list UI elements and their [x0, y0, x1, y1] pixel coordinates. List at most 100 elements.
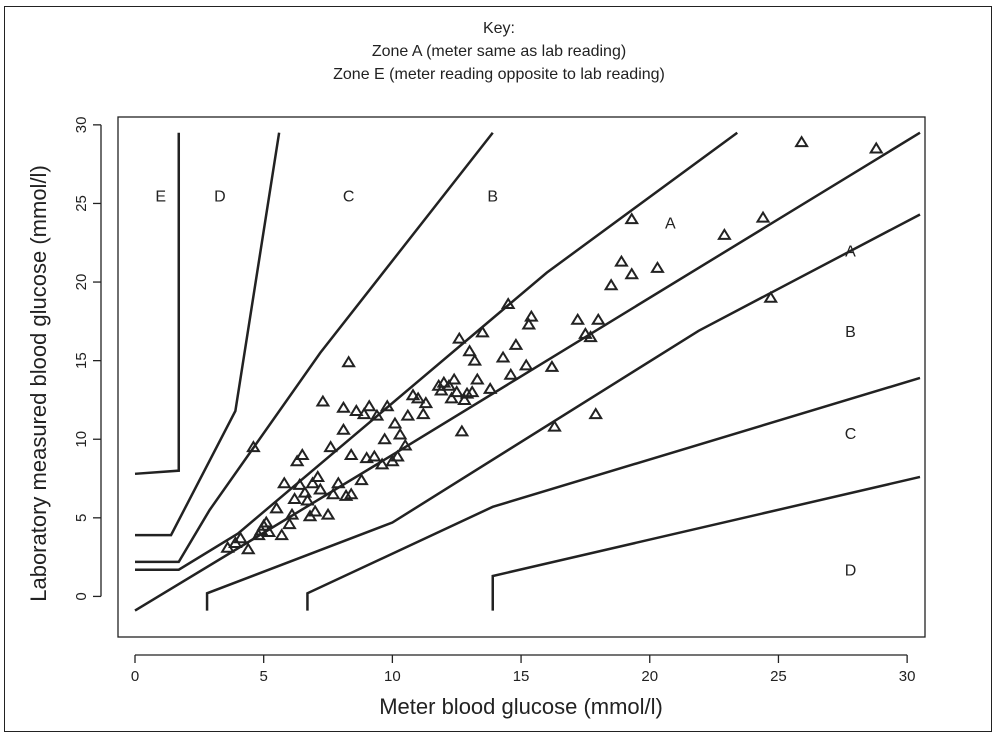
data-point — [547, 419, 562, 432]
data-point — [462, 344, 477, 357]
data-point — [446, 372, 462, 385]
data-point — [325, 487, 341, 500]
data-point — [374, 457, 390, 470]
data-point — [518, 358, 534, 371]
data-point — [331, 476, 346, 489]
data-point — [307, 504, 323, 517]
data-point — [717, 227, 732, 240]
data-point — [261, 525, 277, 537]
data-point — [500, 297, 516, 310]
data-point — [284, 507, 300, 520]
data-point — [457, 393, 472, 405]
y-tick-label: 15 — [73, 352, 90, 369]
zone-boundary-1 — [134, 132, 181, 476]
data-point — [274, 528, 289, 541]
y-tick-label: 10 — [73, 431, 90, 448]
zone-boundary-8 — [491, 475, 921, 611]
data-point — [459, 386, 475, 399]
data-point — [315, 394, 331, 407]
data-point — [313, 482, 328, 495]
data-point — [354, 473, 369, 486]
data-point — [508, 338, 524, 350]
x-tick-label: 15 — [513, 668, 530, 685]
data-point — [341, 355, 356, 368]
zone-boundary-2 — [135, 132, 281, 537]
x-tick-label: 0 — [131, 668, 139, 685]
data-point — [343, 448, 359, 460]
data-point — [452, 331, 467, 344]
data-point — [300, 493, 315, 506]
data-point — [295, 448, 310, 460]
data-point — [258, 515, 274, 528]
data-point — [369, 408, 385, 421]
data-point — [475, 325, 490, 338]
data-point — [415, 407, 431, 420]
data-point — [470, 372, 485, 385]
y-axis-title: Laboratory measured blood glucose (mmol/… — [26, 165, 51, 602]
data-point — [336, 400, 351, 413]
data-point — [287, 492, 302, 504]
data-point — [868, 141, 884, 154]
data-point — [338, 488, 354, 501]
key-zone-a: Zone A (meter same as lab reading) — [371, 43, 627, 60]
data-point — [578, 327, 593, 339]
data-point — [590, 312, 606, 325]
data-point — [405, 388, 421, 401]
data-point — [441, 378, 457, 391]
zone-label-b: B — [487, 189, 498, 206]
data-point — [400, 408, 416, 421]
zone-label-c: C — [845, 426, 857, 443]
data-point — [503, 367, 519, 380]
y-tick-label: 30 — [73, 117, 90, 134]
data-point — [379, 399, 395, 412]
zone-label-c: C — [343, 189, 355, 206]
x-axis-ticks: 0 5 10 15 20 25 30 — [131, 655, 916, 685]
zone-label-d: D — [214, 189, 226, 206]
data-point — [292, 477, 308, 490]
y-tick-label: 0 — [73, 592, 90, 600]
data-point — [392, 427, 408, 440]
data-point — [624, 267, 640, 280]
data-point — [323, 440, 338, 453]
data-point — [449, 385, 465, 398]
zone-boundary-6 — [205, 213, 921, 611]
data-point — [588, 407, 603, 420]
y-tick-label: 20 — [73, 274, 90, 291]
zone-label-d: D — [845, 563, 857, 580]
data-points — [220, 135, 884, 555]
data-point — [436, 375, 452, 388]
data-point — [614, 254, 629, 267]
y-tick-label: 5 — [73, 514, 90, 522]
data-point — [650, 260, 665, 273]
data-point — [521, 317, 537, 330]
data-point — [246, 440, 261, 453]
data-point — [367, 449, 382, 462]
data-point — [320, 507, 336, 520]
chart-frame — [4, 6, 992, 732]
data-point — [624, 212, 640, 225]
data-point — [377, 432, 392, 445]
data-point — [269, 501, 284, 514]
data-point — [387, 416, 403, 429]
zone-boundary-7 — [306, 376, 921, 611]
data-point — [305, 476, 320, 489]
y-tick-label: 25 — [73, 195, 90, 212]
data-point — [240, 542, 256, 555]
data-point — [349, 404, 364, 416]
x-tick-label: 20 — [641, 668, 658, 685]
data-point — [297, 485, 313, 498]
zone-boundary-4 — [135, 131, 739, 571]
data-point — [397, 438, 413, 451]
data-point — [289, 454, 305, 467]
x-tick-label: 10 — [384, 668, 401, 685]
data-point — [359, 451, 374, 464]
data-point — [583, 330, 598, 343]
data-point — [444, 391, 459, 404]
x-tick-label: 30 — [899, 668, 916, 685]
data-point — [794, 135, 809, 148]
data-point — [763, 290, 779, 303]
x-tick-label: 5 — [260, 668, 268, 685]
zone-label-e: E — [155, 189, 166, 206]
data-point — [524, 309, 539, 322]
data-point — [390, 449, 405, 462]
